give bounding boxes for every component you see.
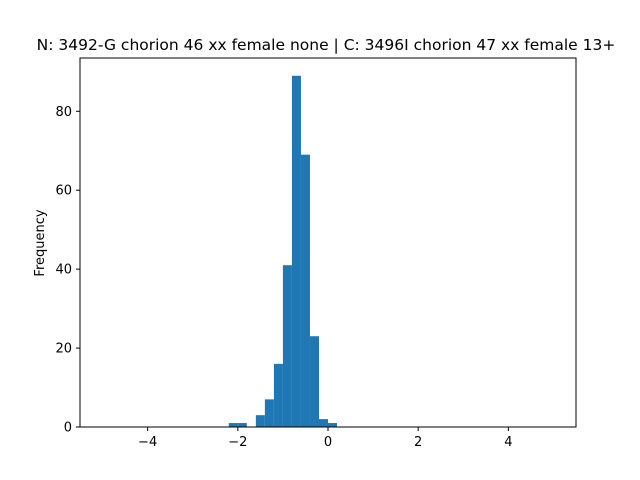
histogram-bar-10 <box>328 423 338 427</box>
histogram-bar-1 <box>237 423 247 427</box>
histogram-bar-6 <box>291 75 301 427</box>
y-axis-label: Frequency <box>33 209 48 276</box>
x-tick-label: 0 <box>324 435 332 450</box>
x-tick-label: 4 <box>504 435 512 450</box>
histogram-bar-8 <box>309 336 319 427</box>
bars-group <box>228 75 338 428</box>
histogram-bar-9 <box>318 419 328 427</box>
y-tick-label: 80 <box>55 105 72 120</box>
x-axis: −4 −2 0 2 4 <box>138 427 513 450</box>
histogram-bar-3 <box>264 399 274 427</box>
x-tick-label: −2 <box>228 435 247 450</box>
y-tick-label: 40 <box>55 263 72 278</box>
histogram-bar-2 <box>255 415 265 427</box>
y-tick-label: 20 <box>55 342 72 357</box>
histogram-bar-5 <box>282 265 292 427</box>
histogram-bar-4 <box>273 363 283 427</box>
histogram-bar-7 <box>300 154 310 428</box>
x-tick-label: 2 <box>414 435 422 450</box>
y-tick-label: 0 <box>64 421 72 436</box>
y-tick-label: 60 <box>55 184 72 199</box>
plot-frame <box>79 57 577 428</box>
y-axis: 0 20 40 60 80 <box>55 105 80 436</box>
x-tick-label: −4 <box>138 435 157 450</box>
chart-title: N: 3492-G chorion 46 xx female none | C:… <box>37 36 616 54</box>
histogram-bar-0 <box>228 423 238 427</box>
